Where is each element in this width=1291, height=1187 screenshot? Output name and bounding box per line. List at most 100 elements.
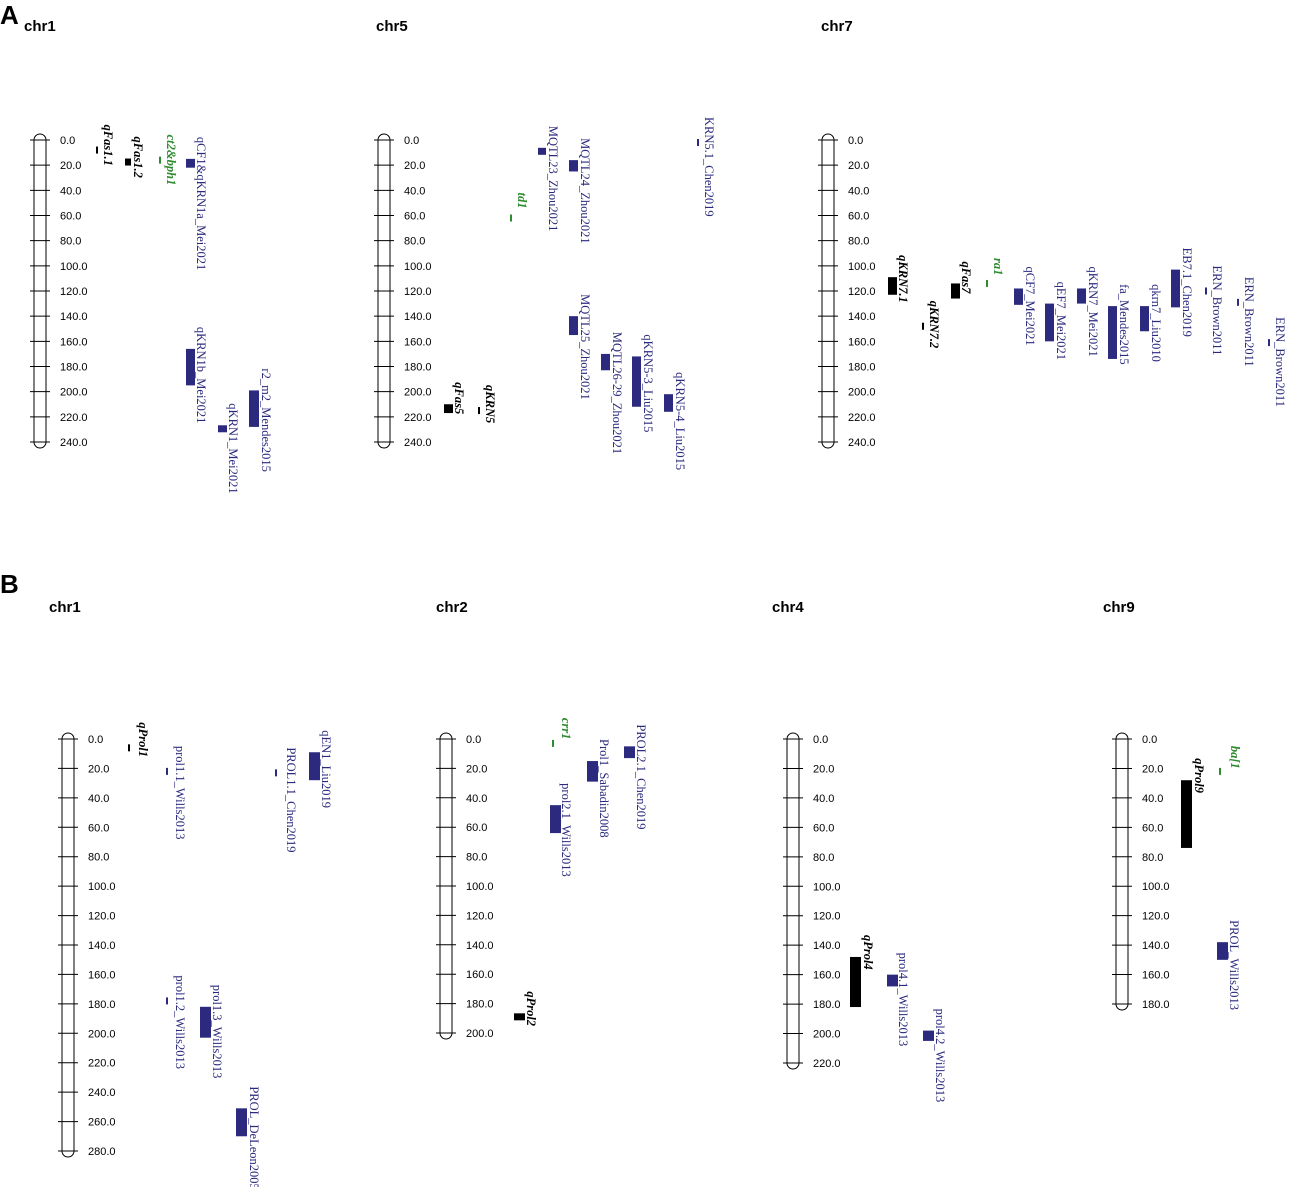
qtl-label: prol4.1_Wills2013 xyxy=(896,953,910,1047)
tick-label: 100.0 xyxy=(1142,881,1170,893)
qtl-bar xyxy=(538,147,546,155)
qtl-label: qFas1.1 xyxy=(101,125,115,166)
panel-letter-b: B xyxy=(0,569,19,599)
qtl-bar xyxy=(1108,306,1117,359)
tick-label: 200.0 xyxy=(404,387,432,399)
tick-label: 200.0 xyxy=(813,1029,841,1041)
qtl-bar xyxy=(125,158,131,166)
chromosome-a-chr5: 0.0 20.0 40.0 60.0 80.0 100.0 120.0 140.0 160.0 1… xyxy=(374,117,716,470)
tick-label: 100.0 xyxy=(88,881,116,893)
tick-label: 20.0 xyxy=(1142,763,1163,775)
tick-label: 80.0 xyxy=(60,236,81,248)
tick-label: 20.0 xyxy=(813,763,834,775)
qtl-bar xyxy=(166,767,168,775)
qtl-bar xyxy=(1181,780,1192,848)
tick-label: 40.0 xyxy=(88,793,109,805)
qtl-label: MQTL26-29_Zhou2021 xyxy=(610,332,624,454)
qtl-label: qKRN1_Mei2021 xyxy=(226,403,240,493)
qtl-bar xyxy=(186,348,195,386)
qtl-bar xyxy=(587,761,598,782)
tick-label: 0.0 xyxy=(404,135,419,147)
tick-label: 180.0 xyxy=(1142,999,1170,1011)
qtl-bar xyxy=(550,805,561,834)
qtl-bar xyxy=(850,956,861,1008)
qtl-label: qKRN7.2 xyxy=(927,301,941,349)
tick-label: 60.0 xyxy=(1142,822,1163,834)
qtl-label: ERN_Brown2011 xyxy=(1273,317,1287,407)
tick-label: 20.0 xyxy=(404,160,425,172)
tick-label: 260.0 xyxy=(88,1117,116,1129)
qtl-bar xyxy=(309,752,320,781)
panel-letter-a: A xyxy=(0,0,19,30)
qtl-label: qFas1.2 xyxy=(131,137,145,178)
qtl-bar xyxy=(887,974,898,987)
qtl-label: qCF1&qKRN1a_Mei2021 xyxy=(194,137,208,270)
qtl-bar xyxy=(1077,288,1086,304)
qtl-label: qEN1_Liu2019 xyxy=(319,730,333,808)
qtl-bar xyxy=(569,316,578,336)
qtl-bar xyxy=(478,407,480,415)
qtl-bar xyxy=(249,390,259,427)
qtl-bar xyxy=(624,746,635,759)
qtl-bar xyxy=(236,1108,247,1137)
tick-label: 220.0 xyxy=(813,1058,841,1070)
qtl-bar xyxy=(1237,298,1239,306)
tick-label: 200.0 xyxy=(88,1028,116,1040)
qtl-label: KRN5.1_Chen2019 xyxy=(702,117,716,217)
tick-label: 80.0 xyxy=(848,236,869,248)
chromosome-bar xyxy=(786,732,800,1070)
tick-label: 240.0 xyxy=(404,437,432,449)
qtl-bar xyxy=(510,214,512,222)
qtl-bar xyxy=(1014,288,1023,305)
tick-label: 220.0 xyxy=(88,1058,116,1070)
qtl-label: prol4.2_Wills2013 xyxy=(933,1009,947,1103)
qtl-bar xyxy=(1205,287,1207,295)
tick-label: 40.0 xyxy=(813,793,834,805)
tick-label: 120.0 xyxy=(88,911,116,923)
tick-label: 120.0 xyxy=(1142,911,1170,923)
chrom-title-a-chr5: chr5 xyxy=(376,18,408,35)
chrom-title-b-chr4: chr4 xyxy=(772,599,804,616)
tick-label: 240.0 xyxy=(88,1087,116,1099)
qtl-label: td1 xyxy=(515,193,529,209)
tick-label: 160.0 xyxy=(404,336,432,348)
qtl-label: ra1 xyxy=(991,258,1005,275)
tick-label: 100.0 xyxy=(848,261,876,273)
tick-label: 180.0 xyxy=(466,999,494,1011)
chrom-title-a-chr1: chr1 xyxy=(24,18,56,35)
tick-label: 40.0 xyxy=(404,185,425,197)
tick-label: 120.0 xyxy=(404,286,432,298)
qtl-bar xyxy=(1219,767,1221,775)
qtl-bar xyxy=(444,404,453,414)
tick-label: 240.0 xyxy=(848,437,876,449)
tick-label: 160.0 xyxy=(1142,970,1170,982)
tick-label: 40.0 xyxy=(1142,793,1163,805)
qtl-bar xyxy=(986,279,988,287)
qtl-bar xyxy=(601,353,610,371)
qtl-label: PROL_DeLeon2005 xyxy=(247,1086,261,1187)
tick-label: 60.0 xyxy=(813,822,834,834)
qtl-bar xyxy=(697,139,699,147)
qtl-label: EB7.1_Chen2019 xyxy=(1180,248,1194,337)
chromosome-layer: 0.0 20.0 40.0 60.0 80.0 100.0 120.0 140.0 160.0 1… xyxy=(30,117,1287,1187)
qtl-bar xyxy=(1217,942,1228,960)
tick-label: 160.0 xyxy=(88,969,116,981)
tick-label: 20.0 xyxy=(466,763,487,775)
qtl-bar xyxy=(166,997,168,1005)
qtl-label: prol1.2_Wills2013 xyxy=(173,975,187,1069)
qtl-label: fa_Mendes2015 xyxy=(1117,284,1131,365)
tick-label: 120.0 xyxy=(60,286,88,298)
tick-label: 0.0 xyxy=(60,135,75,147)
qtl-label: qEF7_Mei2021 xyxy=(1054,282,1068,360)
chromosome-bar xyxy=(1115,732,1129,1011)
qtl-label: qKRN5-4_Liu2015 xyxy=(673,372,687,470)
qtl-bar xyxy=(922,322,924,330)
tick-label: 140.0 xyxy=(466,940,494,952)
qtl-bar xyxy=(951,283,960,299)
qtl-label: ct2&bph1 xyxy=(164,135,178,186)
qtl-label: qKRN7_Mei2021 xyxy=(1086,266,1100,356)
tick-label: 0.0 xyxy=(813,734,828,746)
qtl-label: prol1.1_Wills2013 xyxy=(173,746,187,840)
qtl-bar xyxy=(569,160,578,172)
tick-label: 240.0 xyxy=(60,437,88,449)
